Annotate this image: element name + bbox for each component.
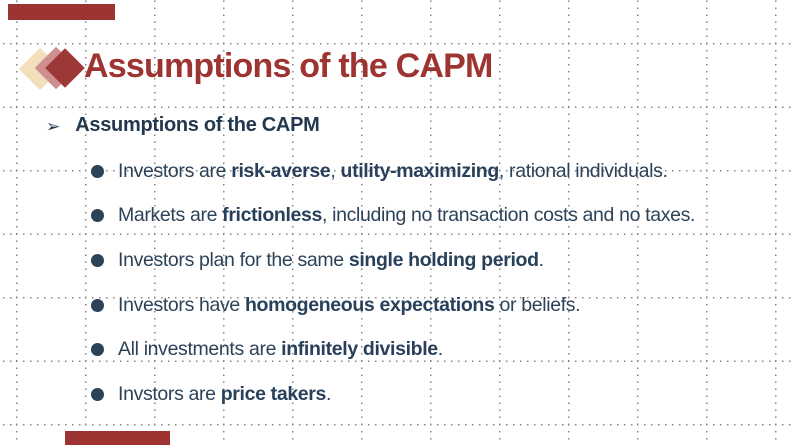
list-item: Investors have homogeneous expectations … — [0, 283, 796, 328]
bullet-text: All investments are infinitely divisible… — [118, 338, 443, 361]
arrow-bullet-icon: ➢ — [46, 116, 61, 136]
circle-bullet-icon — [91, 164, 104, 178]
circle-bullet-icon — [91, 253, 104, 267]
section-heading: ➢ Assumptions of the CAPM — [46, 112, 320, 138]
slide-title: Assumptions of the CAPM — [84, 47, 493, 85]
list-item: Invstors are price takers. — [0, 372, 796, 417]
bullet-text: Investors are risk-averse, utility-maxim… — [118, 159, 668, 182]
circle-bullet-icon — [91, 209, 104, 223]
bullet-text: Investors have homogeneous expectations … — [118, 293, 581, 316]
top-accent-bar — [8, 4, 115, 20]
bottom-accent-bar — [65, 431, 170, 445]
list-item: Markets are frictionless, including no t… — [0, 194, 796, 239]
list-item: All investments are infinitely divisible… — [0, 327, 796, 372]
circle-bullet-icon — [91, 343, 104, 357]
bullet-text: Investors plan for the same single holdi… — [118, 248, 544, 271]
bullet-list: Investors are risk-averse, utility-maxim… — [0, 149, 796, 417]
bullet-text: Markets are frictionless, including no t… — [118, 204, 696, 227]
list-item: Investors plan for the same single holdi… — [0, 238, 796, 283]
list-item: Investors are risk-averse, utility-maxim… — [0, 149, 796, 194]
section-heading-text: Assumptions of the CAPM — [75, 113, 320, 136]
circle-bullet-icon — [91, 387, 104, 401]
bullet-text: Invstors are price takers. — [118, 382, 332, 405]
circle-bullet-icon — [91, 298, 104, 312]
